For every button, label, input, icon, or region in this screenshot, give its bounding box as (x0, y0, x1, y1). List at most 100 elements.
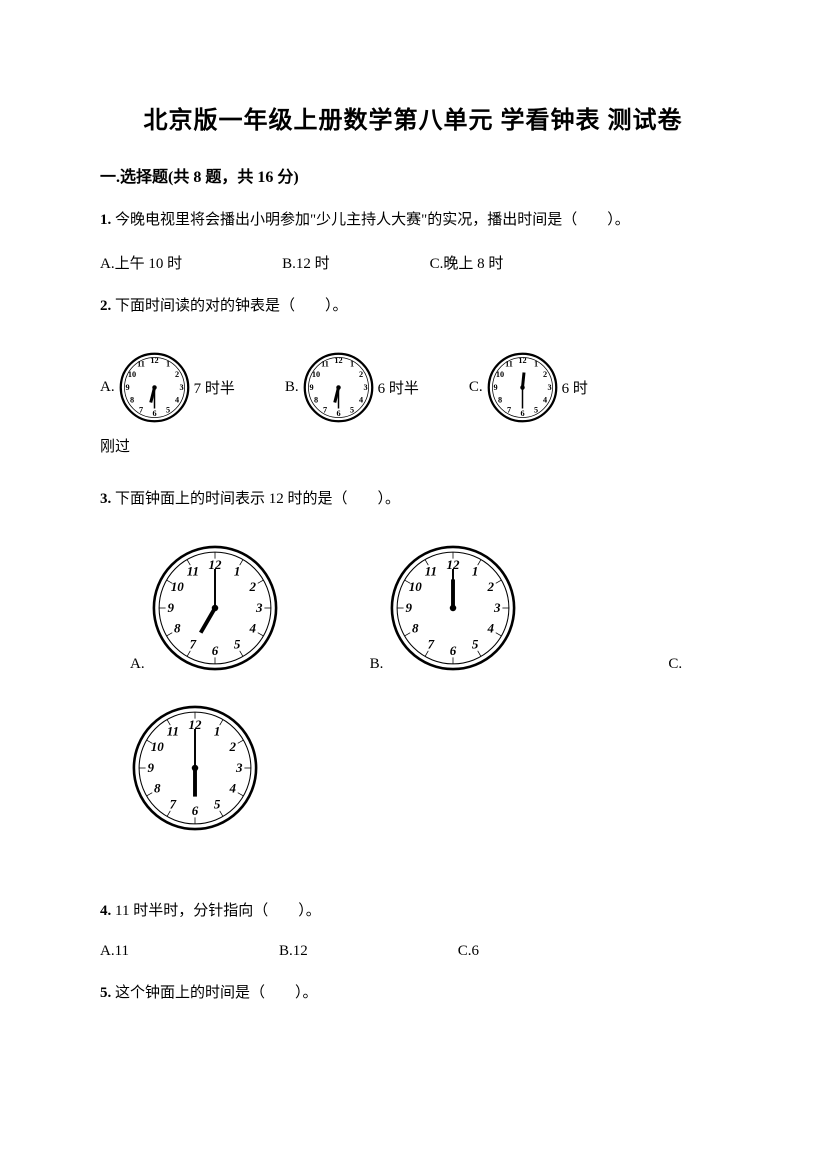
q2-label-a: 7 时半 (194, 377, 235, 398)
q3-opt-c-label: C. (668, 656, 682, 673)
q3-opt-b-label: B. (370, 656, 384, 673)
q3-option-a: A. 1212 345 678 91011 (130, 543, 280, 673)
svg-text:9: 9 (125, 383, 129, 392)
svg-text:5: 5 (166, 405, 170, 414)
section-header: 一.选择题(共 8 题，共 16 分) (100, 163, 726, 187)
q2-option-c: C. 12 1 2 3 4 5 6 7 8 9 10 11 6 时 (469, 350, 588, 425)
svg-text:6: 6 (520, 409, 524, 418)
svg-text:6: 6 (211, 643, 218, 658)
svg-text:8: 8 (314, 396, 318, 405)
svg-text:10: 10 (151, 739, 165, 754)
q1-text: 今晚电视里将会播出小明参加"少儿主持人大赛"的实况，播出时间是（ ）。 (115, 212, 630, 228)
svg-text:4: 4 (175, 396, 179, 405)
q3-opt-a-label: A. (130, 656, 145, 673)
q4-options: A.11 B.12 C.6 (100, 943, 726, 960)
q2-options: A. 12 1 2 3 4 5 6 7 8 9 10 11 7 时半 (100, 350, 726, 425)
svg-text:5: 5 (350, 405, 354, 414)
svg-text:8: 8 (154, 781, 161, 796)
svg-text:5: 5 (472, 636, 479, 651)
svg-text:2: 2 (359, 370, 363, 379)
svg-text:7: 7 (139, 405, 143, 414)
svg-text:2: 2 (228, 739, 236, 754)
q3-num: 3. (100, 491, 111, 507)
q2-text: 下面时间读的对的钟表是（ ）。 (115, 298, 348, 314)
q3-options-row1: A. 1212 345 678 91011 B. (100, 543, 726, 673)
svg-text:12: 12 (518, 356, 526, 365)
q2-opt-a-label: A. (100, 379, 115, 396)
svg-text:6: 6 (450, 643, 457, 658)
q5-text: 这个钟面上的时间是（ ）。 (115, 985, 318, 1001)
svg-text:9: 9 (406, 600, 413, 615)
svg-text:1: 1 (166, 360, 170, 369)
question-5: 5. 这个钟面上的时间是（ ）。 (100, 980, 726, 1007)
q2-num: 2. (100, 298, 111, 314)
question-3: 3. 下面钟面上的时间表示 12 时的是（ ）。 (100, 486, 726, 513)
svg-text:3: 3 (363, 383, 367, 392)
svg-text:1: 1 (350, 360, 354, 369)
svg-text:5: 5 (214, 796, 221, 811)
svg-text:4: 4 (487, 621, 495, 636)
q1-opt-c: C.晚上 8 时 (430, 252, 504, 273)
q2-label-b: 6 时半 (378, 377, 419, 398)
svg-text:9: 9 (167, 600, 174, 615)
svg-text:8: 8 (412, 621, 419, 636)
svg-text:7: 7 (507, 405, 511, 414)
q1-opt-b: B.12 时 (282, 252, 330, 273)
svg-text:11: 11 (321, 360, 329, 369)
svg-text:4: 4 (543, 396, 547, 405)
q2-label-c: 6 时 (562, 377, 588, 398)
page-title: 北京版一年级上册数学第八单元 学看钟表 测试卷 (100, 100, 726, 135)
svg-text:3: 3 (235, 760, 243, 775)
svg-text:11: 11 (425, 564, 437, 579)
svg-text:2: 2 (175, 370, 179, 379)
clock-icon: 12 1 2 3 4 5 6 7 8 9 10 11 (301, 350, 376, 425)
svg-text:6: 6 (152, 409, 156, 418)
svg-text:5: 5 (534, 405, 538, 414)
svg-text:3: 3 (255, 600, 263, 615)
svg-text:1: 1 (472, 564, 479, 579)
svg-text:3: 3 (547, 383, 551, 392)
svg-text:9: 9 (493, 383, 497, 392)
svg-text:7: 7 (323, 405, 327, 414)
svg-text:11: 11 (137, 360, 145, 369)
svg-text:7: 7 (170, 796, 177, 811)
svg-text:7: 7 (428, 636, 435, 651)
svg-text:11: 11 (167, 724, 179, 739)
svg-text:10: 10 (496, 370, 504, 379)
q5-num: 5. (100, 985, 111, 1001)
clock-icon: 1212 345 678 91011 (150, 543, 280, 673)
svg-text:11: 11 (505, 360, 513, 369)
svg-text:11: 11 (186, 564, 198, 579)
q4-opt-a: A.11 (100, 943, 129, 960)
svg-text:1: 1 (233, 564, 240, 579)
q4-text: 11 时半时，分针指向（ ）。 (115, 903, 321, 919)
q1-num: 1. (100, 212, 111, 228)
q2-continuation: 刚过 (100, 435, 726, 456)
svg-text:6: 6 (192, 803, 199, 818)
q3-options-row2: 1212 345 678 91011 (130, 703, 726, 838)
svg-text:1: 1 (214, 724, 221, 739)
svg-text:4: 4 (228, 781, 236, 796)
q4-num: 4. (100, 903, 111, 919)
question-1: 1. 今晚电视里将会播出小明参加"少儿主持人大赛"的实况，播出时间是（ ）。 (100, 207, 726, 234)
svg-text:2: 2 (248, 579, 256, 594)
svg-text:12: 12 (334, 356, 342, 365)
svg-text:10: 10 (409, 579, 423, 594)
question-4: 4. 11 时半时，分针指向（ ）。 (100, 898, 726, 925)
svg-text:2: 2 (487, 579, 495, 594)
svg-text:8: 8 (130, 396, 134, 405)
svg-text:4: 4 (248, 621, 256, 636)
clock-icon: 1212 345 678 91011 (130, 703, 260, 833)
svg-text:10: 10 (312, 370, 320, 379)
svg-text:9: 9 (148, 760, 155, 775)
svg-text:10: 10 (127, 370, 135, 379)
clock-icon: 12 1 2 3 4 5 6 7 8 9 10 11 (117, 350, 192, 425)
svg-text:10: 10 (170, 579, 184, 594)
q3-text: 下面钟面上的时间表示 12 时的是（ ）。 (115, 491, 400, 507)
svg-text:3: 3 (179, 383, 183, 392)
svg-text:12: 12 (150, 356, 158, 365)
q2-opt-c-label: C. (469, 379, 483, 396)
svg-text:9: 9 (309, 383, 313, 392)
svg-text:7: 7 (189, 636, 196, 651)
clock-icon: 12 1 2 3 4 5 6 7 8 9 10 11 (485, 350, 560, 425)
